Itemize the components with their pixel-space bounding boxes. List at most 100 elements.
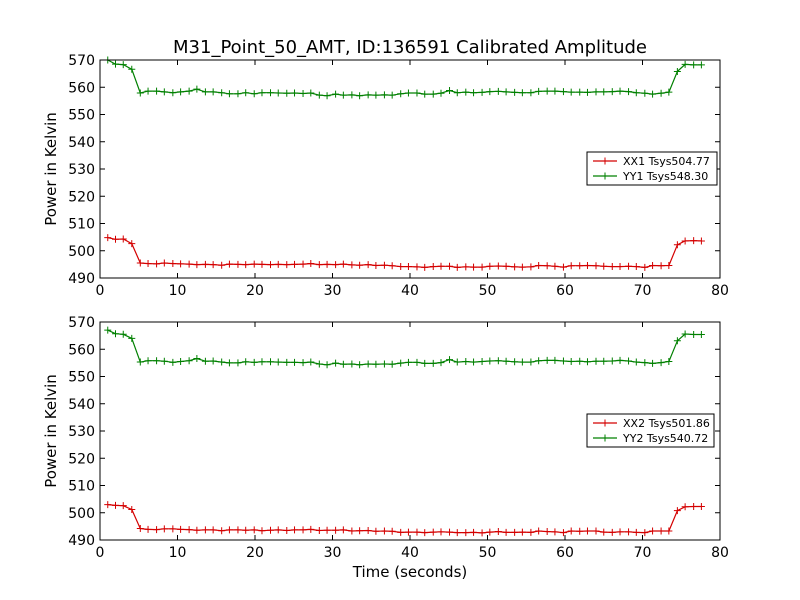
bottom-panel-data-point	[185, 357, 193, 365]
bottom-panel-data-point	[470, 528, 478, 536]
top-panel-data-point	[567, 88, 575, 96]
top-panel-data-point	[413, 263, 421, 271]
bottom-panel-data-point	[397, 359, 405, 367]
top-panel-data-point	[267, 261, 274, 269]
bottom-panel-data-point	[446, 356, 454, 364]
bottom-panel-data-point	[641, 529, 649, 537]
top-panel-x-tick-label: 70	[634, 283, 652, 299]
bottom-panel-data-point	[258, 358, 266, 366]
top-panel-data-point	[332, 90, 340, 98]
bottom-panel-data-point	[250, 358, 258, 366]
top-panel-data-point	[267, 89, 274, 97]
top-panel-data-point	[649, 90, 657, 98]
bottom-panel-data-point	[673, 507, 681, 515]
top-panel-data-point	[616, 263, 624, 271]
top-panel-data-point	[625, 88, 633, 96]
bottom-panel-y-axis-label: Power in Kelvin	[42, 374, 60, 488]
bottom-panel-data-point	[502, 528, 510, 536]
top-panel-data-point	[453, 89, 461, 97]
bottom-panel-data-point	[250, 526, 258, 534]
top-panel-data-point	[315, 261, 323, 269]
bottom-panel-y-tick-label: 530	[68, 424, 95, 440]
bottom-panel-x-tick-label: 70	[634, 545, 652, 561]
bottom-panel-data-point	[478, 529, 486, 537]
top-panel-data-point	[250, 260, 258, 268]
top-panel-data-point	[486, 88, 494, 96]
bottom-panel-data-point	[104, 326, 112, 334]
top-panel-data-point	[608, 263, 616, 271]
bottom-panel-data-point	[429, 359, 437, 367]
bottom-panel-data-point	[559, 529, 567, 537]
bottom-panel-y-tick-label: 540	[68, 397, 95, 413]
bottom-panel-y-tick-label: 510	[68, 479, 95, 495]
bottom-panel-y-tick-label: 570	[68, 315, 95, 331]
bottom-panel-data-point	[283, 526, 291, 534]
bottom-panel-legend-marker-2	[601, 434, 609, 442]
bottom-panel-data-point	[576, 527, 584, 535]
top-panel-data-point	[364, 261, 372, 269]
top-panel-data-point	[583, 261, 591, 269]
bottom-panel-data-point	[128, 334, 136, 342]
bottom-panel-data-point	[616, 356, 624, 364]
bottom-panel-data-point	[104, 501, 112, 509]
bottom-panel-data-point	[267, 526, 274, 534]
top-panel-data-point	[462, 88, 470, 96]
top-panel-data-point	[209, 261, 217, 269]
top-panel-data-point	[518, 89, 526, 97]
top-panel-data-point	[470, 263, 478, 271]
top-panel-legend-marker-2	[601, 172, 609, 180]
top-panel-data-point	[234, 90, 242, 98]
top-panel-data-point	[486, 262, 494, 270]
top-panel-data-point	[413, 89, 421, 97]
top-panel-data-point	[478, 88, 486, 96]
bottom-panel-data-point	[462, 358, 470, 366]
bottom-panel-data-point	[600, 528, 608, 536]
top-panel-data-point	[380, 261, 388, 269]
bottom-panel-y-tick-label: 550	[68, 370, 95, 386]
top-panel-data-point	[429, 90, 437, 98]
bottom-panel-data-point	[632, 358, 640, 366]
top-panel-legend-label-2: YY1 Tsys548.30	[622, 170, 708, 183]
top-panel-data-point	[218, 261, 226, 269]
top-panel-data-point	[576, 88, 584, 96]
top-panel-data-point	[372, 261, 380, 269]
bottom-panel-data-point	[299, 526, 307, 534]
bottom-panel-plot-area	[104, 326, 705, 537]
bottom-panel-data-point	[437, 528, 445, 536]
bottom-panel-data-point	[242, 358, 250, 366]
bottom-panel-data-point	[592, 357, 600, 365]
top-panel-data-point	[112, 235, 119, 243]
top-panel-data-point	[299, 260, 307, 268]
top-panel-y-tick-label: 510	[68, 217, 95, 233]
bottom-panel-data-point	[421, 529, 429, 537]
bottom-panel-data-point	[583, 358, 591, 366]
bottom-panel-data-point	[380, 527, 388, 535]
top-panel-data-point	[136, 89, 144, 97]
top-panel-data-point	[144, 260, 152, 268]
bottom-panel-data-point	[567, 358, 575, 366]
top-panel-x-tick-label: 30	[324, 283, 342, 299]
bottom-panel-data-point	[397, 528, 405, 536]
bottom-panel-data-point	[697, 331, 705, 339]
bottom-panel-legend-label-1: XX2 Tsys501.86	[623, 417, 710, 430]
bottom-panel-data-point	[404, 358, 412, 366]
bottom-panel-data-point	[494, 357, 502, 365]
bottom-panel-data-point	[332, 526, 340, 534]
top-panel-data-point	[323, 260, 331, 268]
bottom-panel-data-point	[583, 527, 591, 535]
bottom-panel-data-point	[388, 360, 396, 368]
top-panel-data-point	[112, 60, 119, 68]
top-panel-data-point	[225, 260, 233, 268]
bottom-panel-data-point	[136, 358, 144, 366]
bottom-panel-data-point	[681, 330, 689, 338]
bottom-panel-x-tick-label: 50	[479, 545, 497, 561]
chart-title: M31_Point_50_AMT, ID:136591 Calibrated A…	[173, 37, 647, 58]
top-panel-data-point	[478, 263, 486, 271]
bottom-panel-data-point	[315, 526, 323, 534]
top-panel-data-point	[559, 263, 567, 271]
top-panel-data-point	[160, 259, 168, 267]
top-panel-data-point	[657, 89, 665, 97]
top-panel-data-point	[234, 260, 242, 268]
bottom-panel-data-point	[201, 357, 209, 365]
bottom-panel-data-point	[600, 357, 608, 365]
